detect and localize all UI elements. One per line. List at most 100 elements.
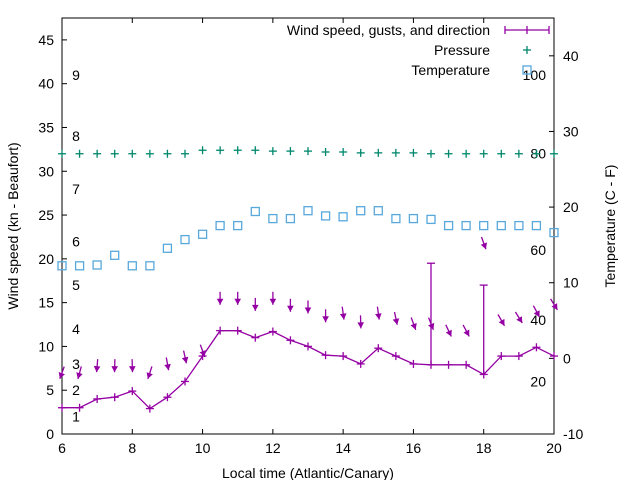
- arrow-head: [216, 298, 224, 305]
- beaufort-scale-label: 5: [72, 277, 80, 293]
- wind-speed-point: [356, 359, 365, 368]
- arrow-head: [269, 298, 277, 305]
- temperature-point: [356, 206, 366, 216]
- wind-speed-point: [391, 352, 400, 361]
- pressure-point: [409, 148, 418, 157]
- pressure-point: [128, 149, 137, 158]
- y2-tick-label: 0: [563, 350, 571, 366]
- y-tick-label: 40: [38, 76, 54, 92]
- beaufort-scale-label: 3: [72, 356, 80, 372]
- x-tick-label: 12: [265, 440, 281, 456]
- arrow-head: [164, 363, 171, 371]
- y2-tick-label: 10: [563, 275, 579, 291]
- wind-direction-arrow: [514, 311, 523, 324]
- arrow-head: [199, 350, 206, 357]
- legend-label: Pressure: [434, 42, 490, 58]
- wind-direction-arrow: [532, 305, 541, 318]
- pressure-point: [462, 149, 471, 158]
- pressure-point: [216, 146, 225, 155]
- y-tick-label: 25: [38, 207, 54, 223]
- temperature-point: [180, 234, 190, 245]
- y2-tick-label: 40: [563, 48, 579, 64]
- wind-direction-arrow: [392, 311, 400, 325]
- pressure-point: [339, 147, 348, 156]
- temperature-point: [320, 211, 331, 221]
- wind-speed-point: [321, 351, 330, 360]
- wind-speed-point: [163, 393, 172, 402]
- wind-direction-arrow: [111, 359, 118, 373]
- temperature-point: [92, 260, 102, 270]
- wind-direction-arrow: [375, 306, 382, 320]
- wind-speed-line: [62, 330, 555, 410]
- wind-speed-point: [145, 404, 154, 413]
- pressure-point: [550, 149, 558, 158]
- wind-speed-point: [409, 359, 418, 368]
- pressure-point: [356, 148, 365, 157]
- wind-direction-arrow: [129, 359, 136, 373]
- pressure-point: [497, 149, 506, 158]
- pressure-point: [304, 147, 312, 156]
- gust-bar: [427, 262, 435, 365]
- pressure-point: [444, 149, 453, 158]
- beaufort-scale-label: 6: [72, 233, 80, 249]
- pressure-scale-label: 20: [530, 373, 546, 389]
- temperature-point: [549, 227, 559, 238]
- pressure-point: [286, 147, 295, 156]
- temperature-point: [74, 261, 85, 271]
- arrow-head: [357, 322, 364, 329]
- arrow-head: [181, 356, 189, 364]
- arrow-head: [304, 307, 312, 314]
- wind-direction-arrow: [410, 317, 417, 331]
- wind-direction-arrow: [339, 306, 347, 320]
- arrow-head: [392, 318, 400, 325]
- pressure-point: [233, 146, 242, 155]
- temperature-point: [110, 250, 120, 260]
- arrow-head: [516, 316, 523, 323]
- arrow-head: [463, 329, 470, 337]
- arrow-head: [533, 310, 540, 318]
- arrow-head: [445, 329, 452, 337]
- wind-speed-point: [304, 342, 312, 351]
- temperature-point: [373, 206, 383, 216]
- pressure-point: [58, 149, 66, 158]
- arrow-head: [93, 365, 101, 373]
- wind-direction-arrow: [445, 324, 452, 337]
- y2-tick-label: 30: [563, 123, 579, 139]
- axis-ticks: 6 8 10 12 14 16 18 20051015202530354045-1001020…: [38, 18, 583, 456]
- y-tick-label: 45: [38, 32, 54, 48]
- wind-direction-arrow: [357, 315, 364, 329]
- wind-direction-arrow: [58, 366, 65, 380]
- temperature-point: [479, 220, 489, 231]
- wind-direction-arrow: [199, 344, 206, 358]
- temperature-point: [285, 213, 296, 224]
- temperature-point: [391, 213, 401, 224]
- arrow-head: [551, 303, 558, 310]
- temperature-point: [145, 261, 155, 271]
- beaufort-scale-label: 1: [72, 408, 80, 424]
- temperature-point: [461, 220, 471, 231]
- wind-speed-point: [75, 403, 84, 412]
- arrow-head: [287, 305, 294, 312]
- temperature-point: [514, 220, 524, 231]
- wind-speed-point: [444, 360, 453, 369]
- y-tick-label: 35: [38, 119, 54, 135]
- wind-direction-arrow: [462, 324, 470, 337]
- temperature-point: [162, 243, 173, 253]
- x-tick-label: 20: [546, 440, 562, 456]
- pressure-point: [93, 149, 102, 158]
- pressure-point: [321, 147, 330, 156]
- wind-speed-point: [462, 360, 471, 369]
- chart-legend: Wind speed, gusts, and direction Pressure…: [287, 22, 550, 78]
- temperature-point: [215, 220, 225, 231]
- wind-direction-arrow: [427, 317, 435, 330]
- x-tick-label: 18: [476, 440, 492, 456]
- pressure-point: [251, 146, 260, 155]
- pressure-point: [479, 149, 488, 158]
- pressure-scale-label: 40: [530, 312, 546, 328]
- x-tick-label: 6: [58, 440, 66, 456]
- y2-tick-label: 20: [563, 199, 579, 215]
- wind-direction-arrow: [181, 350, 189, 364]
- wind-direction-arrow: [93, 359, 101, 373]
- wind-direction-arrow: [550, 298, 558, 311]
